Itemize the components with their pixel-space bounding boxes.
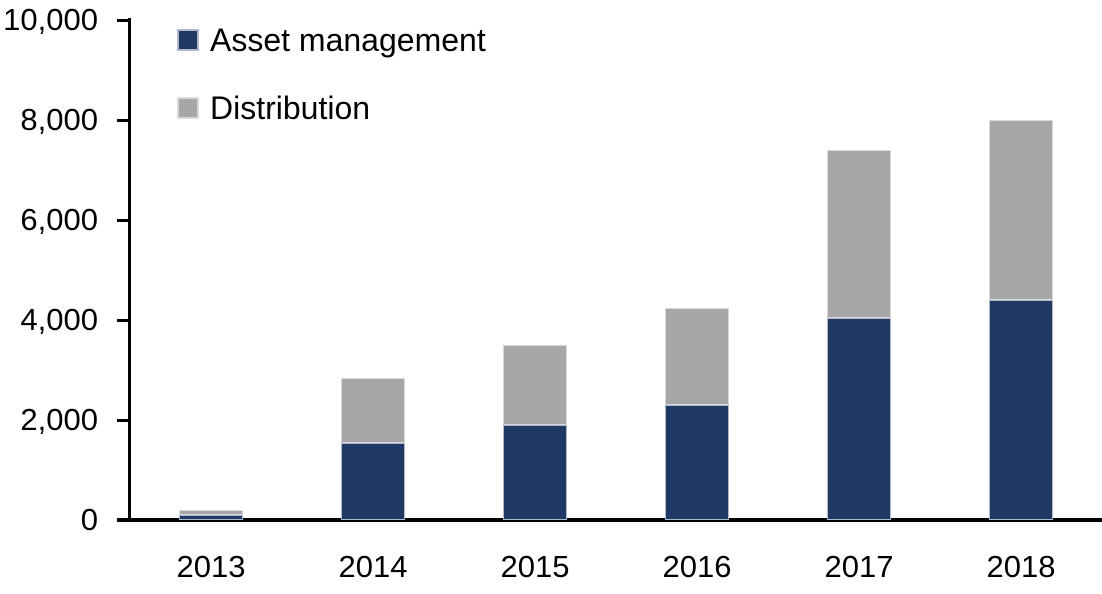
y-tick-label: 6,000 [20,202,98,237]
legend-label-asset-management: Asset management [210,22,486,58]
bar-segment-asset-management-2015 [503,425,567,520]
bar-segment-asset-management-2017 [827,317,891,520]
x-tick-label-2013: 2013 [176,549,246,584]
legend-item-asset-management: Asset management [177,22,486,58]
legend-item-distribution: Distribution [177,90,486,126]
y-tick-mark [117,218,128,222]
legend: Asset management Distribution [177,22,486,164]
x-tick-label-2017: 2017 [824,549,894,584]
bar-segment-distribution-2018 [989,120,1053,300]
x-tick-label-2015: 2015 [500,549,570,584]
x-tick-label-2016: 2016 [662,549,732,584]
y-tick-label: 2,000 [20,402,98,437]
bar-segment-asset-management-2018 [989,300,1053,520]
bar-segment-distribution-2015 [503,345,567,425]
y-tick-label: 0 [80,502,98,537]
asset-management-swatch-icon [177,29,199,51]
bar-segment-distribution-2014 [341,377,405,443]
distribution-swatch-icon [177,97,199,119]
x-tick-label-2018: 2018 [986,549,1056,584]
y-tick-label: 8,000 [20,102,98,137]
bar-segment-distribution-2016 [665,307,729,405]
y-tick-mark [117,418,128,422]
y-axis-line [128,18,131,522]
y-tick-mark [117,118,128,122]
y-tick-label: 4,000 [20,302,98,337]
y-tick-mark [117,318,128,322]
bar-segment-asset-management-2016 [665,405,729,520]
y-tick-label: 10,000 [3,2,98,37]
y-tick-mark [117,18,128,22]
bar-segment-distribution-2017 [827,150,891,318]
legend-label-distribution: Distribution [210,90,371,126]
x-tick-label-2014: 2014 [338,549,408,584]
bar-segment-asset-management-2014 [341,442,405,520]
bar-segment-distribution-2013 [179,510,243,515]
x-axis-line [117,518,1102,522]
bar-segment-asset-management-2013 [179,515,243,520]
